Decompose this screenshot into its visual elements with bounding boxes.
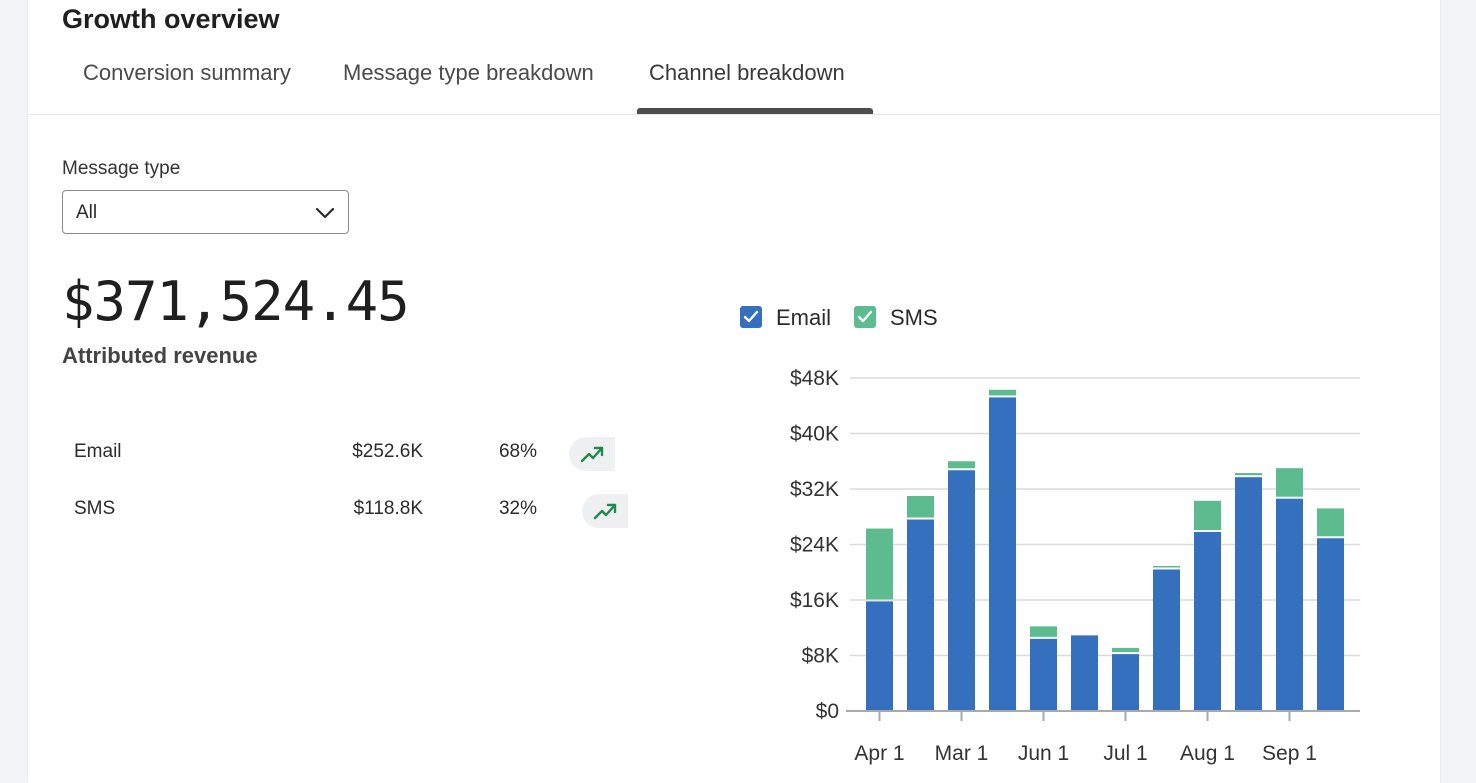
sms-bar <box>948 461 975 469</box>
checkbox-checked-icon <box>854 306 876 328</box>
email-bar <box>1235 477 1262 711</box>
email-bar <box>866 601 893 711</box>
message-type-selected-value: All <box>76 202 98 223</box>
sms-bar <box>989 389 1016 396</box>
email-bar <box>1194 532 1221 711</box>
legend-label: SMS <box>890 305 938 330</box>
email-bar <box>1030 638 1057 711</box>
page-title: Growth overview <box>62 4 280 34</box>
sms-bar <box>866 528 893 600</box>
email-trend-button[interactable] <box>569 437 615 471</box>
tab-bar: Conversion summary Message type breakdow… <box>28 50 1440 115</box>
email-bar <box>907 519 934 711</box>
email-bar <box>989 397 1016 711</box>
email-bar <box>1153 569 1180 711</box>
breakdown-channel-name: SMS <box>74 498 116 519</box>
sms-bar <box>1276 468 1303 497</box>
sms-bar <box>1235 473 1262 476</box>
breakdown-percent: 68% <box>498 441 537 462</box>
legend-label: Email <box>776 305 832 330</box>
attributed-revenue-value: $371,524.45 <box>62 270 410 333</box>
breakdown-channel-name: Email <box>74 441 122 462</box>
sms-bar <box>907 495 934 518</box>
email-bar <box>1317 538 1344 711</box>
breakdown-amount: $118.8K <box>353 498 423 519</box>
sms-bar <box>1153 566 1180 568</box>
tab-message-type-breakdown[interactable]: Message type breakdown <box>343 60 594 85</box>
tab-channel-breakdown[interactable]: Channel breakdown <box>649 60 845 85</box>
x-tick-label: Jul 1 <box>1103 742 1147 765</box>
y-tick-label: $0 <box>816 700 839 723</box>
breakdown-amount: $252.6K <box>352 441 423 462</box>
trending-up-icon <box>580 446 604 463</box>
x-tick-label: Sep 1 <box>1262 742 1317 765</box>
email-bar <box>1276 498 1303 711</box>
email-bar <box>1112 654 1139 711</box>
message-type-label: Message type <box>62 158 181 179</box>
sms-bar <box>1317 508 1344 537</box>
breakdown-percent: 32% <box>498 498 537 519</box>
sms-trend-button[interactable] <box>582 494 628 528</box>
attributed-revenue-label: Attributed revenue <box>62 343 258 368</box>
x-tick-label: Mar 1 <box>935 742 989 765</box>
y-tick-label: $48K <box>790 367 839 390</box>
message-type-select[interactable]: All <box>62 190 349 234</box>
breakdown-row-sms: SMS $118.8K 32% <box>74 492 634 528</box>
x-tick-label: Aug 1 <box>1180 742 1235 765</box>
tab-conversion-summary[interactable]: Conversion summary <box>83 60 291 85</box>
checkbox-checked-icon <box>740 306 762 328</box>
y-tick-label: $40K <box>790 423 839 446</box>
chevron-down-icon <box>315 207 335 219</box>
sms-bar <box>1030 626 1057 637</box>
sms-bar <box>1194 500 1221 531</box>
breakdown-row-email: Email $252.6K 68% <box>74 435 634 471</box>
y-tick-label: $32K <box>790 478 839 501</box>
y-tick-label: $8K <box>802 645 839 668</box>
x-tick-label: Jun 1 <box>1018 742 1069 765</box>
y-tick-label: $24K <box>790 534 839 557</box>
email-bar <box>948 470 975 711</box>
channel-revenue-chart: $0 $8K $16K $24K $32K $40K $48K Apr 1 Mar 1 Jun 1… <box>790 367 1360 765</box>
active-tab-indicator <box>637 108 873 114</box>
email-bar <box>1071 635 1098 711</box>
y-tick-label: $16K <box>790 589 839 612</box>
trending-up-icon <box>593 503 617 520</box>
sms-bar <box>1112 647 1139 653</box>
x-tick-label: Apr 1 <box>854 742 904 765</box>
growth-overview-card: Growth overview Conversion summary Messa… <box>28 0 1440 783</box>
